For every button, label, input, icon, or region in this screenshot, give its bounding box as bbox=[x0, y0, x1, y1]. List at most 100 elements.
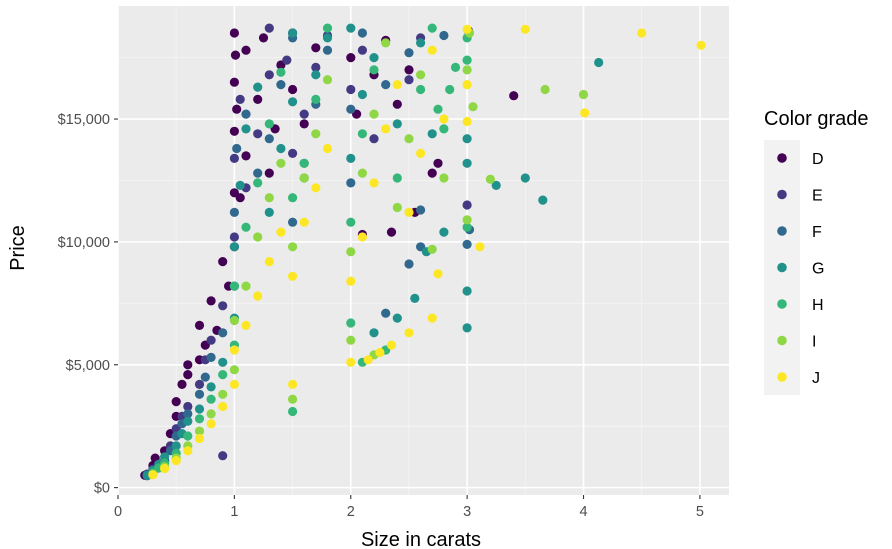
point-G bbox=[322, 33, 333, 43]
point-F bbox=[462, 239, 472, 249]
point-I bbox=[299, 173, 309, 183]
point-F bbox=[200, 372, 210, 382]
point-G bbox=[241, 124, 251, 134]
point-F bbox=[253, 168, 263, 178]
point-F bbox=[264, 134, 274, 144]
point-G bbox=[235, 180, 245, 190]
point-D bbox=[427, 168, 437, 178]
point-E bbox=[206, 335, 216, 345]
point-G bbox=[462, 323, 472, 333]
point-G bbox=[218, 357, 228, 367]
point-F bbox=[404, 48, 414, 58]
point-E bbox=[462, 200, 472, 210]
point-J bbox=[580, 108, 590, 118]
point-F bbox=[206, 352, 216, 362]
point-H bbox=[322, 23, 333, 33]
point-F bbox=[218, 328, 228, 338]
point-E bbox=[264, 70, 274, 80]
point-J bbox=[194, 433, 205, 444]
point-D bbox=[194, 320, 205, 330]
point-I bbox=[427, 244, 437, 254]
point-E bbox=[404, 75, 414, 85]
point-J bbox=[427, 313, 437, 323]
point-E bbox=[311, 62, 321, 72]
point-I bbox=[194, 426, 205, 436]
point-J bbox=[253, 291, 263, 301]
point-J bbox=[171, 456, 181, 466]
point-D bbox=[404, 65, 414, 75]
point-E bbox=[264, 23, 274, 33]
point-G bbox=[206, 382, 216, 392]
legend-key-D bbox=[777, 153, 787, 163]
point-H bbox=[218, 370, 228, 380]
point-D bbox=[183, 360, 193, 370]
legend-label-F: F bbox=[812, 224, 822, 241]
point-J bbox=[218, 401, 228, 412]
point-I bbox=[218, 389, 228, 399]
point-I bbox=[468, 102, 478, 112]
point-F bbox=[346, 178, 356, 188]
point-D bbox=[171, 397, 181, 407]
point-F bbox=[381, 80, 391, 90]
point-D bbox=[229, 28, 239, 38]
point-D bbox=[288, 84, 298, 95]
point-I bbox=[311, 129, 321, 139]
legend-label-D: D bbox=[812, 151, 824, 168]
data-points bbox=[140, 23, 706, 481]
point-I bbox=[485, 174, 495, 184]
point-J bbox=[241, 320, 251, 330]
y-axis: $0 $5,000 $10,000 $15,000 bbox=[58, 112, 118, 497]
point-J bbox=[357, 232, 367, 242]
point-F bbox=[232, 143, 242, 154]
point-J bbox=[311, 183, 321, 193]
point-H bbox=[264, 119, 274, 129]
point-H bbox=[450, 62, 461, 72]
point-G bbox=[288, 97, 298, 107]
point-I bbox=[241, 281, 251, 291]
point-J bbox=[299, 217, 309, 227]
point-H bbox=[299, 158, 309, 168]
point-I bbox=[346, 247, 356, 257]
point-J bbox=[462, 116, 472, 127]
legend-key-F bbox=[777, 226, 787, 236]
point-H bbox=[392, 173, 402, 183]
point-F bbox=[322, 45, 333, 55]
point-D bbox=[311, 43, 321, 53]
point-I bbox=[369, 109, 379, 119]
point-J bbox=[392, 80, 402, 90]
point-F bbox=[276, 80, 286, 90]
point-J bbox=[322, 143, 333, 154]
x-tick-label: 3 bbox=[463, 504, 471, 520]
point-J bbox=[696, 40, 706, 50]
point-I bbox=[416, 70, 426, 80]
point-F bbox=[357, 28, 367, 38]
point-F bbox=[416, 205, 426, 215]
legend-label-J: J bbox=[812, 370, 820, 387]
point-D bbox=[235, 193, 245, 203]
point-J bbox=[427, 45, 437, 55]
point-D bbox=[232, 104, 242, 114]
point-H bbox=[276, 67, 286, 77]
point-H bbox=[288, 193, 298, 203]
point-J bbox=[637, 28, 647, 38]
point-H bbox=[206, 394, 216, 404]
point-H bbox=[433, 104, 443, 114]
point-I bbox=[229, 315, 239, 326]
point-J bbox=[462, 80, 472, 90]
point-J bbox=[381, 124, 391, 134]
point-I bbox=[288, 242, 298, 252]
point-J bbox=[206, 419, 216, 429]
point-J bbox=[148, 470, 158, 480]
point-I bbox=[288, 394, 298, 404]
point-D bbox=[177, 379, 187, 389]
point-G bbox=[171, 441, 181, 451]
point-F bbox=[346, 104, 356, 114]
point-H bbox=[462, 55, 472, 65]
point-I bbox=[206, 409, 216, 419]
point-J bbox=[160, 463, 170, 474]
legend-label-H: H bbox=[812, 297, 824, 314]
point-J bbox=[520, 24, 530, 34]
point-J bbox=[346, 357, 356, 367]
point-G bbox=[369, 53, 379, 63]
